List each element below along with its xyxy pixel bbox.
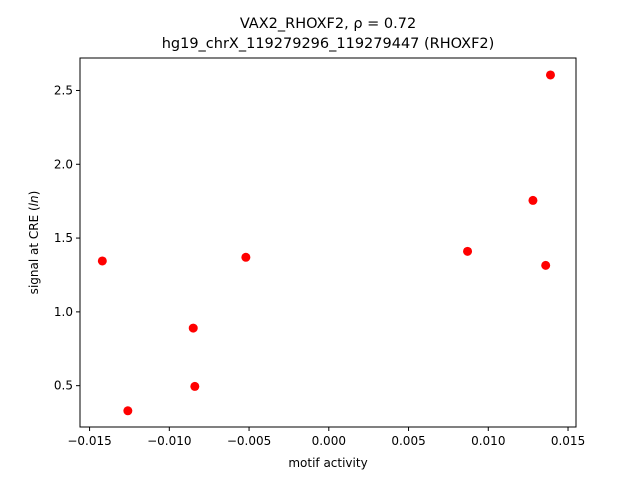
x-tick-label: 0.010 <box>471 434 505 448</box>
data-point <box>188 323 198 333</box>
y-tick-label: 2.5 <box>54 83 73 97</box>
x-tick-label: −0.015 <box>67 434 111 448</box>
y-tick-label: 1.0 <box>54 305 73 319</box>
data-point <box>190 381 200 391</box>
y-tick-label: 1.5 <box>54 231 73 245</box>
plot-area <box>79 57 577 428</box>
x-axis-label: motif activity <box>288 456 367 470</box>
x-axis: −0.015 −0.010 −0.005 0.000 0.005 0.010 0.015 <box>67 427 585 448</box>
y-axis-label: signal at CRE (ln) <box>27 191 41 295</box>
chart-title-line2: hg19_chrX_119279296_119279447 (RHOXF2) <box>162 36 495 52</box>
data-point <box>528 195 538 205</box>
data-point <box>463 246 473 256</box>
data-point <box>97 256 107 266</box>
data-point <box>123 406 133 416</box>
x-tick-label: 0.000 <box>312 434 346 448</box>
x-tick-label: 0.015 <box>551 434 585 448</box>
data-point <box>241 252 251 262</box>
x-tick-label: −0.010 <box>147 434 191 448</box>
y-tick-label: 0.5 <box>54 379 73 393</box>
data-point <box>541 260 551 270</box>
x-tick-label: 0.005 <box>391 434 425 448</box>
data-points <box>97 70 555 416</box>
x-tick-label: −0.005 <box>227 434 271 448</box>
y-tick-label: 2.0 <box>54 157 73 171</box>
chart-title-line1: VAX2_RHOXF2, ρ = 0.72 <box>240 16 416 32</box>
data-point <box>545 70 555 80</box>
y-axis: 0.5 1.0 1.5 2.0 2.5 <box>54 83 80 393</box>
